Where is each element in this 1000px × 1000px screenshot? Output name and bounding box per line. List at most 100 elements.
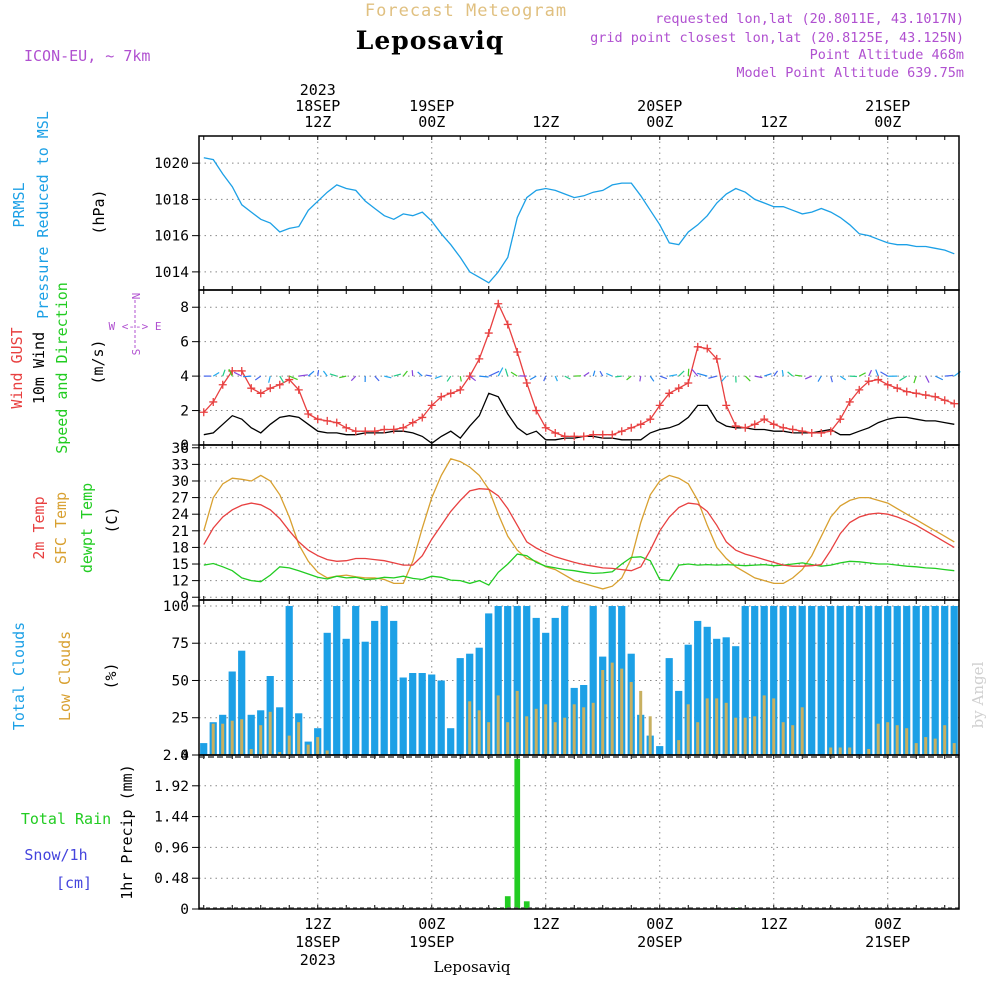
low-cloud-bar — [933, 738, 937, 755]
total-cloud-bar — [551, 617, 559, 755]
y-tick-label: 1014 — [154, 265, 189, 281]
y-tick-label: 12 — [172, 574, 189, 590]
total-cloud-bar — [285, 606, 293, 755]
wind-arrow — [543, 375, 547, 382]
low-cloud-bar — [705, 698, 709, 755]
gust-marker — [456, 385, 465, 394]
grid-point-coords: grid point closest lon,lat (20.8125E, 43… — [590, 30, 964, 46]
rain-bar — [504, 896, 511, 909]
wind-label-dir: Speed and Direction — [53, 282, 71, 454]
gust-marker — [418, 413, 427, 422]
gust-marker — [826, 427, 835, 436]
y-tick-label: 24 — [172, 507, 190, 523]
wind-arrow — [868, 369, 873, 377]
wind-arrow — [469, 375, 477, 382]
gust-marker — [731, 422, 740, 431]
gust-marker — [703, 344, 712, 353]
temp-label-2m: 2m Temp — [30, 496, 48, 559]
total-cloud-bar — [352, 606, 360, 755]
gust-marker — [665, 389, 674, 398]
y-tick-label: 2.4 — [163, 748, 189, 764]
bottom-time-label: 00Z — [646, 915, 673, 933]
low-cloud-bar — [240, 719, 244, 755]
low-cloud-bar — [905, 728, 909, 755]
wind-arrow — [212, 372, 220, 377]
bottom-time-label: 12Z — [304, 915, 331, 933]
panel-frame — [198, 444, 960, 601]
pressure-line — [203, 157, 955, 284]
total-cloud-bar — [656, 746, 664, 755]
wind-labels: Wind GUST 10m Wind Speed and Direction (… — [8, 282, 161, 454]
gust-marker — [389, 425, 398, 434]
wind-arrow — [678, 370, 685, 377]
precip-label-snow: Snow/1h — [24, 846, 87, 864]
total-cloud-bar — [561, 606, 569, 755]
low-cloud-bar — [686, 704, 690, 755]
gust-marker — [646, 415, 655, 424]
gust-marker — [370, 427, 379, 436]
precip-labels: Total Rain Snow/1h [cm] 1hr Precip (mm) — [21, 764, 136, 899]
low-cloud-bar — [762, 695, 766, 755]
y-tick-label: 30 — [172, 474, 189, 490]
total-cloud-bar — [342, 638, 350, 756]
precip-ylabel: 1hr Precip (mm) — [118, 764, 136, 899]
wind-arrow — [254, 375, 262, 381]
wind-arrow — [289, 375, 298, 381]
top-time-label: 00Z — [874, 113, 901, 131]
gust-marker — [380, 425, 389, 434]
bottom-time-label: 00Z — [874, 915, 901, 933]
wind-arrow — [317, 369, 320, 377]
model-label: ICON-EU, ~ 7km — [24, 47, 150, 65]
total-cloud-bar — [513, 606, 521, 755]
wind-arrow — [615, 375, 622, 378]
low-cloud-bar — [696, 722, 700, 755]
gust-marker — [304, 410, 313, 418]
y-tick-label: 75 — [172, 636, 189, 652]
total-cloud-bar — [485, 613, 493, 755]
wind-arrow — [497, 367, 504, 377]
wind-arrow — [649, 375, 655, 382]
gust-marker — [323, 416, 332, 425]
wind-arrow — [875, 369, 879, 377]
gust-marker — [551, 428, 560, 437]
gust-marker — [874, 375, 883, 384]
total-cloud-bar — [817, 606, 825, 755]
gust-marker — [570, 432, 579, 441]
cloud-labels: Total Clouds Low Clouds (%) — [10, 622, 120, 730]
low-cloud-bar — [867, 749, 871, 755]
panel-frame — [198, 289, 960, 446]
wind-arrow — [804, 375, 812, 380]
gust-marker — [769, 420, 778, 429]
temp-unit: (C) — [103, 506, 121, 533]
gust-marker — [807, 428, 816, 437]
wind-arrow — [529, 375, 537, 381]
total-cloud-bar — [228, 671, 236, 755]
gust-marker — [513, 348, 522, 356]
gust-marker — [712, 354, 721, 363]
wind-arrow — [268, 375, 271, 383]
low-cloud-bar — [496, 695, 500, 755]
gust-marker — [845, 397, 854, 406]
total-cloud-bar — [694, 620, 702, 755]
total-cloud-bar — [475, 647, 483, 755]
model-altitude: Model Point Altitude 639.75m — [736, 65, 964, 81]
low-cloud-bar — [553, 722, 557, 755]
low-cloud-bar — [591, 702, 595, 755]
temp-label-dewpt: dewpt Temp — [78, 483, 96, 573]
precip-label-rain: Total Rain — [21, 810, 111, 828]
wind-label-gust: Wind GUST — [8, 327, 26, 408]
gust-marker — [532, 406, 541, 415]
wind-arrow — [322, 370, 328, 377]
wind-arrow — [425, 374, 432, 377]
low-cloud-bar — [715, 698, 719, 755]
gust-marker — [883, 380, 892, 389]
wind-arrow — [899, 375, 908, 382]
y-tick-label: 0 — [180, 438, 189, 454]
low-cloud-bar — [677, 740, 681, 755]
wind-arrow — [411, 370, 414, 377]
low-cloud-bar — [259, 725, 263, 755]
low-cloud-bar — [515, 690, 519, 755]
wind-arrow — [504, 368, 509, 377]
panel-precip: 0 0.48 0.96 1.44 1.92 2.4 — [154, 748, 960, 918]
gust-marker — [722, 401, 731, 410]
